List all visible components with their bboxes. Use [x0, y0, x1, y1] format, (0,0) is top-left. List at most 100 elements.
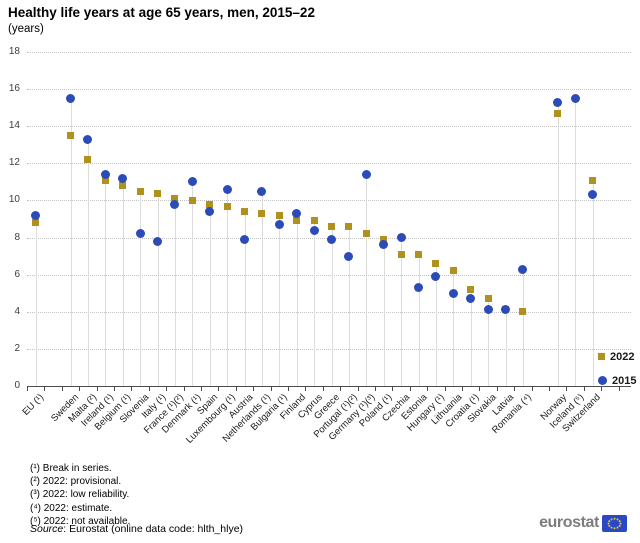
data-point-2015 — [518, 264, 528, 274]
x-tick — [531, 387, 533, 391]
point-stem — [470, 289, 472, 386]
data-point-2015 — [274, 220, 284, 230]
y-tick-label: 16 — [8, 83, 20, 95]
point-stem — [70, 98, 72, 386]
x-tick — [444, 387, 446, 391]
point-stem — [331, 226, 333, 386]
data-point-2022 — [275, 211, 283, 219]
data-point-2015 — [309, 225, 319, 235]
chart-subtitle: (years) — [8, 23, 44, 35]
x-tick — [357, 387, 359, 391]
y-tick-label: 14 — [8, 120, 20, 132]
data-point-2022 — [293, 217, 301, 225]
data-point-2022 — [380, 235, 388, 243]
point-stem — [418, 254, 420, 386]
y-tick-label: 10 — [8, 194, 20, 206]
gridline — [27, 89, 631, 91]
y-tick-label: 4 — [14, 305, 20, 317]
point-stem — [488, 298, 490, 386]
point-stem — [505, 309, 507, 386]
gridline — [27, 52, 631, 53]
x-tick — [549, 387, 550, 391]
x-tick — [427, 387, 429, 391]
y-tick-label: 0 — [14, 380, 20, 391]
gridline — [27, 163, 631, 165]
data-point-2015 — [170, 199, 180, 209]
footnote-4: (⁴) 2022: estimate. — [30, 502, 113, 514]
point-stem — [87, 139, 89, 386]
category-label: EU (¹) — [20, 392, 47, 418]
x-tick — [270, 387, 272, 391]
data-point-2015 — [344, 251, 354, 261]
point-stem — [314, 220, 316, 386]
x-tick — [183, 387, 185, 391]
y-tick-label: 2 — [14, 342, 20, 354]
data-point-2015 — [222, 184, 232, 194]
x-tick — [392, 387, 394, 391]
x-tick — [61, 387, 63, 391]
data-point-2022 — [449, 267, 457, 275]
data-point-2022 — [67, 132, 74, 139]
point-stem — [592, 180, 594, 386]
data-point-2015 — [431, 272, 441, 282]
eurostat-logo: eurostat — [539, 514, 627, 532]
data-point-2015 — [414, 283, 423, 293]
gridline — [27, 126, 631, 128]
point-stem — [557, 102, 559, 386]
data-point-2015 — [361, 169, 371, 179]
y-axis-labels: 18 16 14 12 10 8 6 4 2 0 — [0, 46, 23, 391]
gridline — [27, 311, 631, 313]
data-point-2015 — [327, 234, 336, 244]
data-point-2022 — [432, 260, 440, 268]
x-tick — [618, 387, 620, 391]
x-tick — [148, 387, 150, 391]
x-tick — [218, 387, 220, 391]
point-stem — [140, 191, 142, 386]
data-point-2015 — [483, 305, 493, 315]
point-stem — [383, 239, 385, 386]
data-point-2015 — [501, 305, 510, 315]
footnote-5: (⁵) 2022: not available. — [30, 515, 131, 527]
footnote-3: (³) 2022: low reliability. — [30, 489, 130, 501]
eurostat-logo-text: eurostat — [539, 514, 599, 531]
point-stem — [122, 178, 124, 386]
data-point-2015 — [379, 240, 389, 250]
x-tick — [566, 387, 568, 391]
source-label: Source — [30, 523, 64, 535]
data-point-2022 — [484, 295, 492, 303]
x-tick — [322, 387, 324, 391]
chart-legend: 2022 2015 — [598, 350, 636, 398]
data-point-2022 — [241, 208, 248, 216]
data-point-2015 — [396, 233, 406, 243]
point-stem — [296, 213, 298, 386]
data-point-2022 — [519, 308, 527, 316]
x-tick — [201, 387, 202, 391]
data-point-2022 — [362, 230, 370, 238]
data-point-2022 — [206, 200, 214, 208]
data-point-2015 — [257, 186, 267, 196]
data-point-2022 — [328, 222, 335, 230]
point-stem — [192, 181, 194, 386]
square-marker-icon — [598, 353, 605, 360]
data-point-2015 — [66, 93, 75, 103]
data-point-2022 — [84, 156, 92, 164]
legend-item-2022: 2022 — [598, 350, 636, 363]
point-stem — [244, 211, 246, 386]
legend-label: 2022 — [610, 350, 635, 363]
data-point-2015 — [187, 177, 197, 187]
x-tick — [496, 387, 498, 391]
legend-label: 2015 — [612, 374, 637, 387]
data-point-2015 — [83, 134, 93, 144]
legend-item-2015: 2015 — [598, 374, 636, 387]
plot-area: EU (¹) Sweden Malta (²) Ireland (¹) Belgium … — [21, 52, 631, 446]
x-tick — [462, 387, 463, 391]
point-stem — [366, 174, 368, 386]
x-tick — [79, 387, 81, 391]
point-stem — [35, 215, 37, 386]
gridline — [27, 200, 631, 202]
eu-flag-icon — [602, 514, 627, 532]
y-tick-label: 12 — [8, 157, 20, 169]
point-stem — [435, 263, 437, 386]
data-point-2015 — [135, 229, 145, 239]
point-stem — [401, 237, 403, 386]
